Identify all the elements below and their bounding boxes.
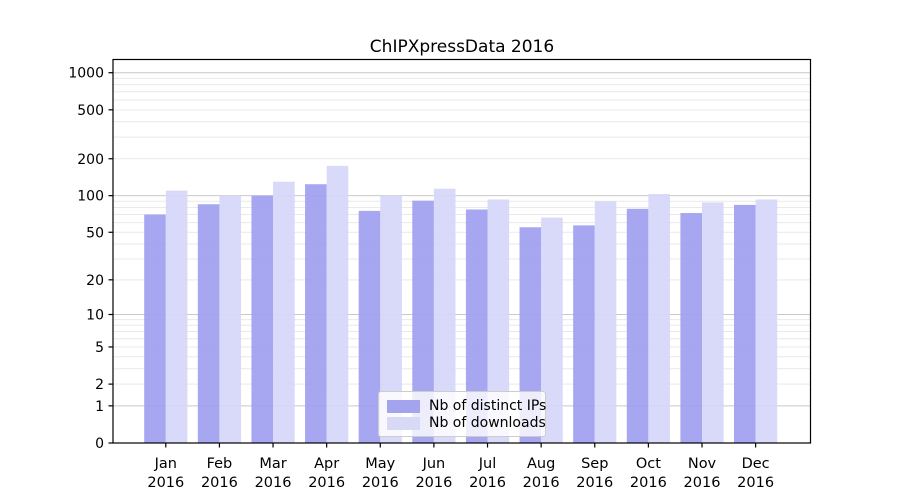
x-tick-label-month: Oct: [636, 456, 661, 472]
bar-distinct-ips-mar: [251, 195, 274, 443]
x-tick-label-year: 2016: [523, 475, 560, 491]
x-tick-label-year: 2016: [630, 475, 667, 491]
axes-layer: 0 1 2 5 10 20 50 100 200 500 1000 Jan 2016 Feb 2016 Mar…: [68, 58, 812, 491]
bar-distinct-ips-dec: [734, 204, 756, 443]
x-tick-label-month: Nov: [688, 456, 717, 472]
y-tick-label: 2: [95, 377, 104, 393]
bar-downloads-oct: [648, 194, 670, 443]
legend-row-downloads: Nb of downloads: [387, 415, 546, 431]
bar-distinct-ips-jun: [412, 200, 434, 443]
x-tick-label-year: 2016: [576, 475, 613, 491]
y-tick-label: 0: [95, 436, 104, 452]
y-tick-label: 500: [77, 103, 104, 119]
x-tick-label-year: 2016: [469, 475, 506, 491]
bar-downloads-jan: [165, 190, 188, 443]
x-tick-label-year: 2016: [362, 475, 399, 491]
legend-row-distinct-ips: Nb of distinct IPs: [387, 398, 546, 414]
x-tick-label-month: Jan: [154, 456, 177, 472]
x-tick-label-month: Feb: [207, 456, 233, 472]
y-tick-label: 50: [86, 225, 104, 241]
bar-distinct-ips-jul: [465, 209, 488, 443]
legend-label-downloads: Nb of downloads: [429, 415, 546, 431]
x-tick-label-month: Mar: [259, 456, 286, 472]
bar-downloads-feb: [219, 195, 242, 443]
bar-distinct-ips-nov: [680, 213, 702, 443]
bar-distinct-ips-feb: [197, 204, 220, 443]
x-tick-label-month: Aug: [527, 456, 555, 472]
x-tick-label-year: 2016: [737, 475, 774, 491]
bar-downloads-jul: [487, 199, 510, 443]
bar-downloads-apr: [326, 165, 349, 444]
bar-distinct-ips-oct: [626, 208, 649, 443]
legend-swatch-downloads: [387, 416, 420, 430]
bar-downloads-jun: [433, 188, 456, 443]
bar-distinct-ips-apr: [305, 184, 327, 444]
bar-downloads-aug: [541, 217, 563, 443]
chart-title: ChIPXpressData 2016: [370, 37, 554, 57]
x-tick-label-year: 2016: [147, 475, 184, 491]
bar-distinct-ips-may: [358, 210, 381, 443]
x-tick-label-month: May: [365, 456, 395, 472]
bar-downloads-nov: [702, 202, 724, 443]
x-tick-label-month: Jun: [422, 456, 446, 472]
x-tick-label-year: 2016: [684, 475, 721, 491]
legend-swatch-distinct-ips: [387, 399, 420, 413]
bar-downloads-sep: [594, 201, 617, 443]
x-tick-label-year: 2016: [308, 475, 345, 491]
bar-downloads-mar: [273, 181, 295, 443]
y-tick-label: 10: [86, 307, 104, 323]
bar-distinct-ips-aug: [519, 227, 542, 443]
bars-layer: [144, 165, 778, 444]
x-tick-label-month: Dec: [742, 456, 770, 472]
y-tick-label: 1: [95, 399, 104, 415]
y-tick-label: 100: [77, 189, 104, 205]
x-tick-label-month: Apr: [314, 456, 339, 472]
x-tick-label-year: 2016: [201, 475, 238, 491]
legend: Nb of distinct IPs Nb of downloads: [378, 391, 546, 437]
x-tick-label-year: 2016: [255, 475, 292, 491]
x-tick-label-month: Sep: [581, 456, 608, 472]
bar-downloads-may: [380, 195, 402, 443]
bar-distinct-ips-jan: [144, 214, 166, 443]
legend-label-distinct-ips: Nb of distinct IPs: [429, 398, 547, 414]
x-tick-label-year: 2016: [415, 475, 452, 491]
y-tick-label: 5: [95, 340, 104, 356]
y-tick-label: 200: [77, 152, 104, 168]
y-tick-label: 20: [86, 273, 104, 289]
y-tick-label: 1000: [68, 66, 104, 82]
x-tick-label-month: Jul: [478, 456, 497, 472]
plot-border: [112, 58, 812, 444]
bar-distinct-ips-sep: [573, 225, 595, 443]
bar-downloads-dec: [755, 199, 778, 443]
